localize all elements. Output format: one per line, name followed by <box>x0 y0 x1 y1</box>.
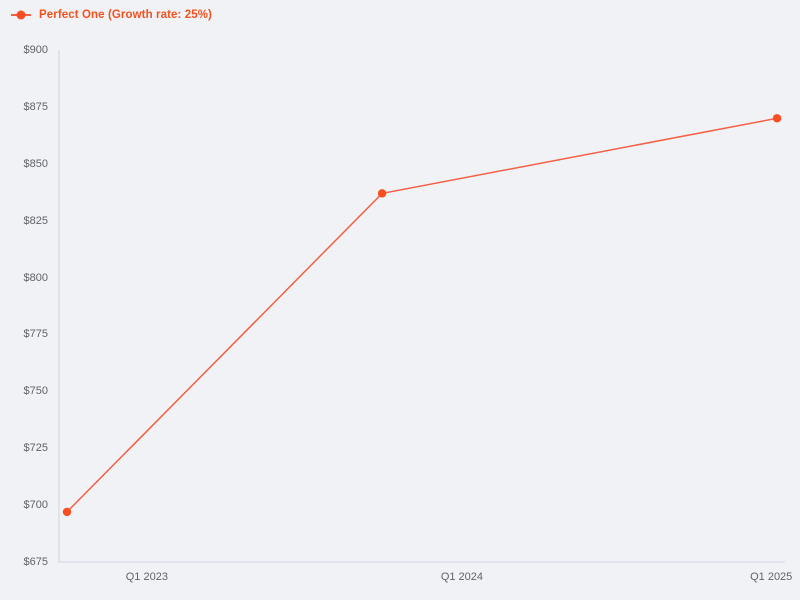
legend-item[interactable]: Perfect One (Growth rate: 25%) <box>10 9 212 21</box>
data-point-marker[interactable] <box>377 189 387 198</box>
data-point-marker[interactable] <box>772 114 782 123</box>
axis-lines <box>58 50 785 563</box>
line-marker-icon <box>11 10 31 20</box>
data-point-marker[interactable] <box>62 507 72 517</box>
legend-label: Perfect One (Growth rate: 25%) <box>39 9 212 21</box>
series-line <box>66 117 778 513</box>
